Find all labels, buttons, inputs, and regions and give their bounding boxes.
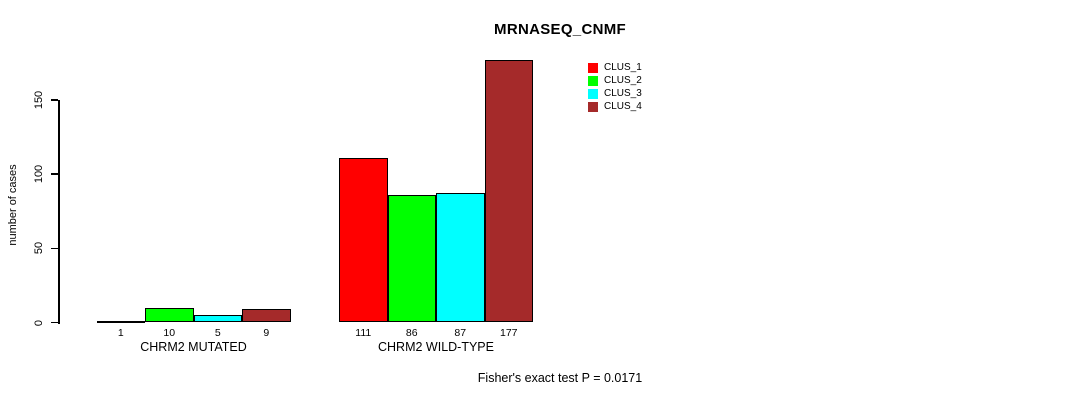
y-tick-label: 150 xyxy=(33,90,45,109)
bar-clus_4 xyxy=(242,309,291,323)
y-tick-label: 50 xyxy=(33,242,45,255)
y-tick-label: 0 xyxy=(33,319,45,326)
legend-item: CLUS_1 xyxy=(588,63,642,73)
y-axis-line xyxy=(58,99,60,324)
legend-swatch-icon xyxy=(588,63,598,73)
legend-label: CLUS_3 xyxy=(604,88,642,99)
legend-swatch-icon xyxy=(588,102,598,112)
y-tick-mark xyxy=(50,321,58,324)
legend-item: CLUS_2 xyxy=(588,76,642,86)
bar-value-label: 1 xyxy=(117,327,124,339)
chart-title: MRNASEQ_CNMF xyxy=(494,21,626,38)
bar-value-label: 10 xyxy=(163,327,176,339)
bar-clus_3 xyxy=(436,193,485,323)
legend: CLUS_1 CLUS_2 CLUS_3 CLUS_4 xyxy=(588,63,642,115)
y-tick-mark xyxy=(50,247,58,249)
bar-value-label: 87 xyxy=(454,327,467,339)
y-axis-label-text: number of cases xyxy=(7,164,19,246)
x-category-label: CHRM2 WILD-TYPE xyxy=(378,339,494,354)
bar-value-label: 111 xyxy=(355,327,372,339)
y-tick-label: 100 xyxy=(33,164,45,184)
bar-value-label: 177 xyxy=(499,327,518,339)
y-tick-mark xyxy=(50,99,58,101)
x-category-label: CHRM2 MUTATED xyxy=(140,339,247,354)
bar-clus_4 xyxy=(484,59,533,323)
bar-clus_2 xyxy=(145,307,194,323)
bar-clus_1 xyxy=(339,157,388,323)
legend-swatch-icon xyxy=(588,76,598,86)
legend-label: CLUS_2 xyxy=(604,75,642,86)
bar-value-label: 9 xyxy=(263,327,270,339)
legend-label: CLUS_1 xyxy=(604,62,642,73)
legend-item: CLUS_4 xyxy=(588,102,642,112)
bar-clus_2 xyxy=(387,194,436,323)
bar-clus_1 xyxy=(96,320,145,323)
legend-label: CLUS_4 xyxy=(604,101,642,112)
bar-value-label: 5 xyxy=(214,327,221,339)
bar-clus_3 xyxy=(193,315,242,323)
legend-swatch-icon xyxy=(588,89,598,99)
bar-value-label: 86 xyxy=(405,327,418,339)
annotation-text: Fisher's exact test P = 0.0171 xyxy=(477,371,643,385)
legend-item: CLUS_3 xyxy=(588,89,642,99)
y-tick-mark xyxy=(50,173,58,175)
